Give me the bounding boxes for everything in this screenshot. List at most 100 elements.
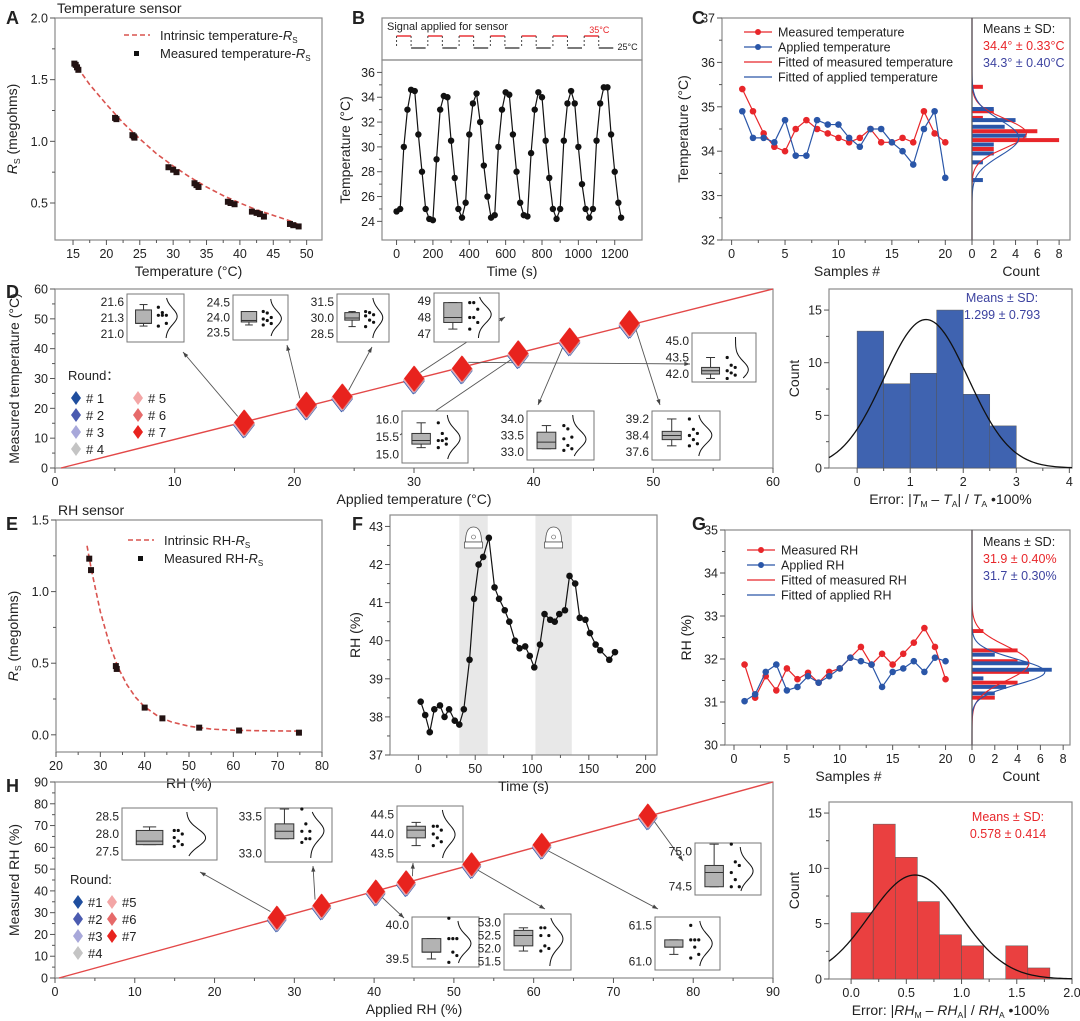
histogram-bar <box>972 676 984 681</box>
temperature-point <box>476 118 484 126</box>
temperature-point <box>458 214 466 221</box>
y-tick-label: 70 <box>34 819 48 833</box>
arrow-line <box>477 869 546 910</box>
means-title: Means ± SD: <box>972 810 1044 824</box>
y-tick-label: 0.5 <box>32 657 49 671</box>
humidifier-icon <box>464 526 483 549</box>
inset-tick-label: 47 <box>418 327 432 341</box>
histogram-bar <box>972 661 1029 666</box>
inset-box <box>135 829 164 846</box>
temperature-point <box>400 143 408 151</box>
y-tick-label: 37 <box>369 749 383 763</box>
x-tick-label: 60 <box>226 759 240 773</box>
inset-boxplot: 28.5 28.0 27.5 <box>96 807 218 861</box>
x-axis-label: Applied temperature (°C) <box>337 491 492 507</box>
y-tick-label: 5 <box>815 917 822 931</box>
y-tick-label: 40 <box>369 634 383 648</box>
series-point <box>813 116 821 124</box>
y-axis-label: Temperature (°C) <box>337 96 353 204</box>
means-value: 1.299 ± 0.793 <box>964 308 1040 322</box>
label-segment: •100% <box>1005 1002 1050 1018</box>
humidifier-icon <box>544 526 564 549</box>
legend-label: # 6 <box>148 408 166 423</box>
series-point <box>857 643 865 651</box>
inset-point <box>691 438 696 442</box>
inset-tick-label: 21.6 <box>101 295 125 309</box>
legend-label: Measured RH-RS <box>164 551 263 568</box>
measured-point <box>227 200 234 206</box>
y-tick-label: 38 <box>369 710 383 724</box>
series-point <box>825 672 833 680</box>
inset-point <box>455 937 459 941</box>
y-tick-label: 30 <box>34 906 48 920</box>
legend-label: # 5 <box>148 391 166 406</box>
temperature-point <box>444 94 451 101</box>
label-segment: – <box>922 1002 938 1018</box>
label-segment: Error: | <box>852 1002 895 1018</box>
panel-letter: A <box>6 8 19 28</box>
rh-point <box>426 728 434 736</box>
inset-point <box>160 313 164 317</box>
temperature-point <box>469 100 477 107</box>
y-axis-label: Count <box>786 872 802 909</box>
series-point <box>781 116 789 124</box>
label-segment: Applied RH (%) <box>366 1001 462 1017</box>
temperature-point <box>615 199 622 206</box>
y-tick-label: 0 <box>41 462 48 476</box>
y-tick-label: 10 <box>808 862 822 876</box>
series-point <box>804 672 812 680</box>
temperature-point <box>462 199 469 206</box>
label-segment: Intrinsic temperature- <box>160 28 283 43</box>
inset-point <box>468 315 472 320</box>
label-segment: (megohms) <box>4 84 20 159</box>
histogram-bar <box>909 372 937 469</box>
temperature-point <box>586 214 593 221</box>
rh-point <box>445 705 453 713</box>
hist-x-tick-label: 8 <box>1060 752 1067 766</box>
means-title: Means ± SD: <box>966 291 1038 305</box>
inset-boxplot: 24.524.023.5 <box>207 294 289 341</box>
x-tick-label: 0 <box>728 247 735 261</box>
label-segment: S <box>305 54 310 63</box>
x-tick-label: 50 <box>468 762 482 776</box>
measured-point <box>75 66 82 73</box>
inset-boxplot: 53.052.552.051.5 <box>478 913 572 971</box>
inset-point <box>308 829 312 833</box>
temperature-point <box>451 174 458 182</box>
x-tick-label: 1000 <box>564 247 592 261</box>
x-tick-label: 15 <box>885 247 899 261</box>
temperature-point <box>513 168 520 175</box>
temperature-point <box>542 137 549 144</box>
label-segment: Temperature (°C) <box>337 96 353 204</box>
inset-distribution-curve <box>739 846 754 892</box>
temperature-point <box>571 100 578 107</box>
rh-point <box>505 618 513 625</box>
x-tick-label: 0 <box>393 247 400 261</box>
y-tick-label: 20 <box>34 928 48 942</box>
inset-tick-label: 24.5 <box>207 296 231 310</box>
measured-point <box>196 724 203 731</box>
rh-point <box>536 641 544 648</box>
histogram-bar <box>972 680 1018 685</box>
inset-box <box>704 864 724 888</box>
label-segment: S <box>292 36 297 45</box>
histogram-bar <box>972 695 995 700</box>
x-tick-label: 10 <box>128 985 142 999</box>
legend-label: #1 <box>88 895 102 910</box>
hist-x-tick-label: 6 <box>1034 247 1041 261</box>
temperature-point <box>604 84 611 91</box>
series-point <box>835 134 842 142</box>
legend-diamond <box>73 929 83 943</box>
hist-x-tick-label: 2 <box>991 752 998 766</box>
inset-point <box>364 325 368 329</box>
measured-point <box>256 211 263 218</box>
label-segment: (megohms) <box>5 591 21 666</box>
x-tick-label: 400 <box>459 247 480 261</box>
temperature-point <box>567 87 575 95</box>
arrow-line <box>199 871 271 912</box>
temperature-point <box>549 205 557 213</box>
x-tick-label: 70 <box>271 759 285 773</box>
measured-point <box>248 208 255 215</box>
x-tick-label: 15 <box>66 247 80 261</box>
y-tick-label: 1.0 <box>32 585 49 599</box>
